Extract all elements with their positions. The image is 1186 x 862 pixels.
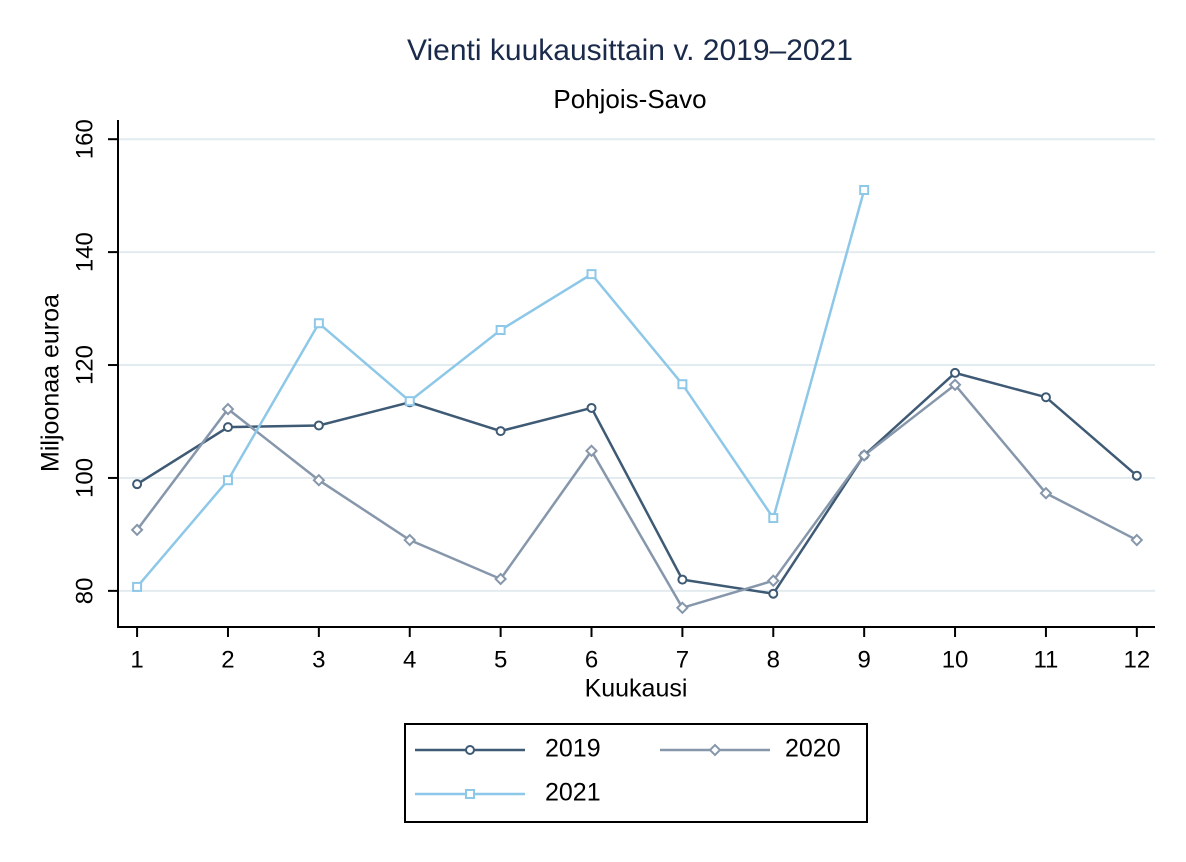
x-tick-label: 12 — [1123, 646, 1150, 673]
chart-subtitle: Pohjois-Savo — [553, 84, 706, 114]
marker — [677, 379, 688, 390]
series-line — [136, 371, 1138, 596]
marker — [586, 269, 597, 280]
legend-marker — [465, 745, 475, 755]
x-tick-label: 9 — [857, 646, 870, 673]
marker — [768, 513, 779, 524]
x-tick-label: 1 — [130, 646, 143, 673]
x-tick-label: 3 — [312, 646, 325, 673]
marker — [1130, 533, 1144, 547]
x-axis-label: Kuukausi — [585, 675, 688, 703]
legend-marker — [465, 789, 475, 799]
legend-label: 2019 — [545, 735, 601, 763]
marker — [221, 402, 235, 416]
marker — [857, 448, 871, 462]
legend-label: 2020 — [785, 735, 841, 763]
x-tick-label: 4 — [403, 646, 416, 673]
marker — [495, 325, 506, 336]
y-tick-label: 140 — [71, 232, 98, 272]
marker — [586, 402, 597, 413]
marker — [132, 479, 143, 490]
marker — [404, 396, 415, 407]
marker — [222, 475, 233, 486]
marker — [132, 581, 143, 592]
marker — [130, 523, 144, 537]
marker — [312, 473, 326, 487]
legend-label: 2021 — [545, 779, 601, 807]
x-tick-label: 6 — [585, 646, 598, 673]
marker — [1131, 470, 1142, 481]
marker — [768, 588, 779, 599]
x-tick-label: 7 — [676, 646, 689, 673]
marker — [766, 574, 780, 588]
y-tick-label: 160 — [71, 119, 98, 159]
marker — [313, 420, 324, 431]
marker — [950, 367, 961, 378]
marker — [675, 601, 689, 615]
y-tick-label: 120 — [71, 345, 98, 385]
legend-box — [404, 723, 868, 823]
marker — [1039, 486, 1053, 500]
marker — [585, 444, 598, 458]
y-axis-label: Miljoonaa euroa — [37, 294, 65, 472]
series-line — [136, 383, 1138, 610]
x-tick-label: 8 — [767, 646, 780, 673]
marker — [859, 185, 870, 196]
marker — [494, 572, 508, 586]
legend-marker — [708, 743, 722, 757]
chart-title: Vienti kuukausittain v. 2019–2021 — [407, 34, 853, 67]
x-tick-label: 10 — [942, 646, 969, 673]
y-tick-label: 100 — [71, 458, 98, 498]
marker — [403, 533, 417, 547]
x-tick-label: 2 — [221, 646, 234, 673]
marker — [1040, 392, 1051, 403]
marker — [677, 574, 688, 585]
marker — [313, 318, 324, 329]
marker — [222, 422, 233, 433]
x-tick-label: 5 — [494, 646, 507, 673]
marker — [948, 378, 962, 392]
marker — [495, 426, 506, 437]
y-tick-label: 80 — [71, 578, 98, 605]
x-tick-label: 11 — [1033, 646, 1058, 673]
